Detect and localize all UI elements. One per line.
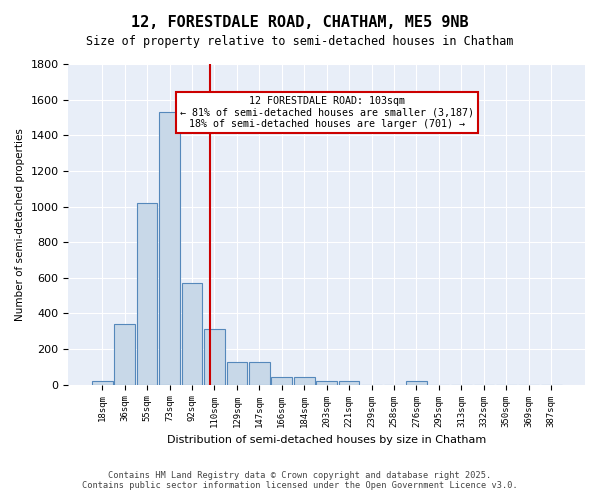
Text: 12, FORESTDALE ROAD, CHATHAM, ME5 9NB: 12, FORESTDALE ROAD, CHATHAM, ME5 9NB: [131, 15, 469, 30]
Bar: [182, 283, 202, 384]
Bar: [339, 381, 359, 384]
Text: Size of property relative to semi-detached houses in Chatham: Size of property relative to semi-detach…: [86, 35, 514, 48]
Bar: [316, 381, 337, 384]
Bar: [227, 362, 247, 384]
Bar: [137, 203, 157, 384]
Bar: [249, 362, 269, 384]
Text: Contains HM Land Registry data © Crown copyright and database right 2025.
Contai: Contains HM Land Registry data © Crown c…: [82, 470, 518, 490]
Bar: [115, 324, 135, 384]
Text: 12 FORESTDALE ROAD: 103sqm
← 81% of semi-detached houses are smaller (3,187)
18%: 12 FORESTDALE ROAD: 103sqm ← 81% of semi…: [180, 96, 474, 130]
Bar: [92, 381, 113, 384]
X-axis label: Distribution of semi-detached houses by size in Chatham: Distribution of semi-detached houses by …: [167, 435, 487, 445]
Bar: [271, 376, 292, 384]
Bar: [204, 330, 225, 384]
Bar: [294, 376, 314, 384]
Bar: [406, 381, 427, 384]
Y-axis label: Number of semi-detached properties: Number of semi-detached properties: [15, 128, 25, 321]
Bar: [159, 112, 180, 384]
